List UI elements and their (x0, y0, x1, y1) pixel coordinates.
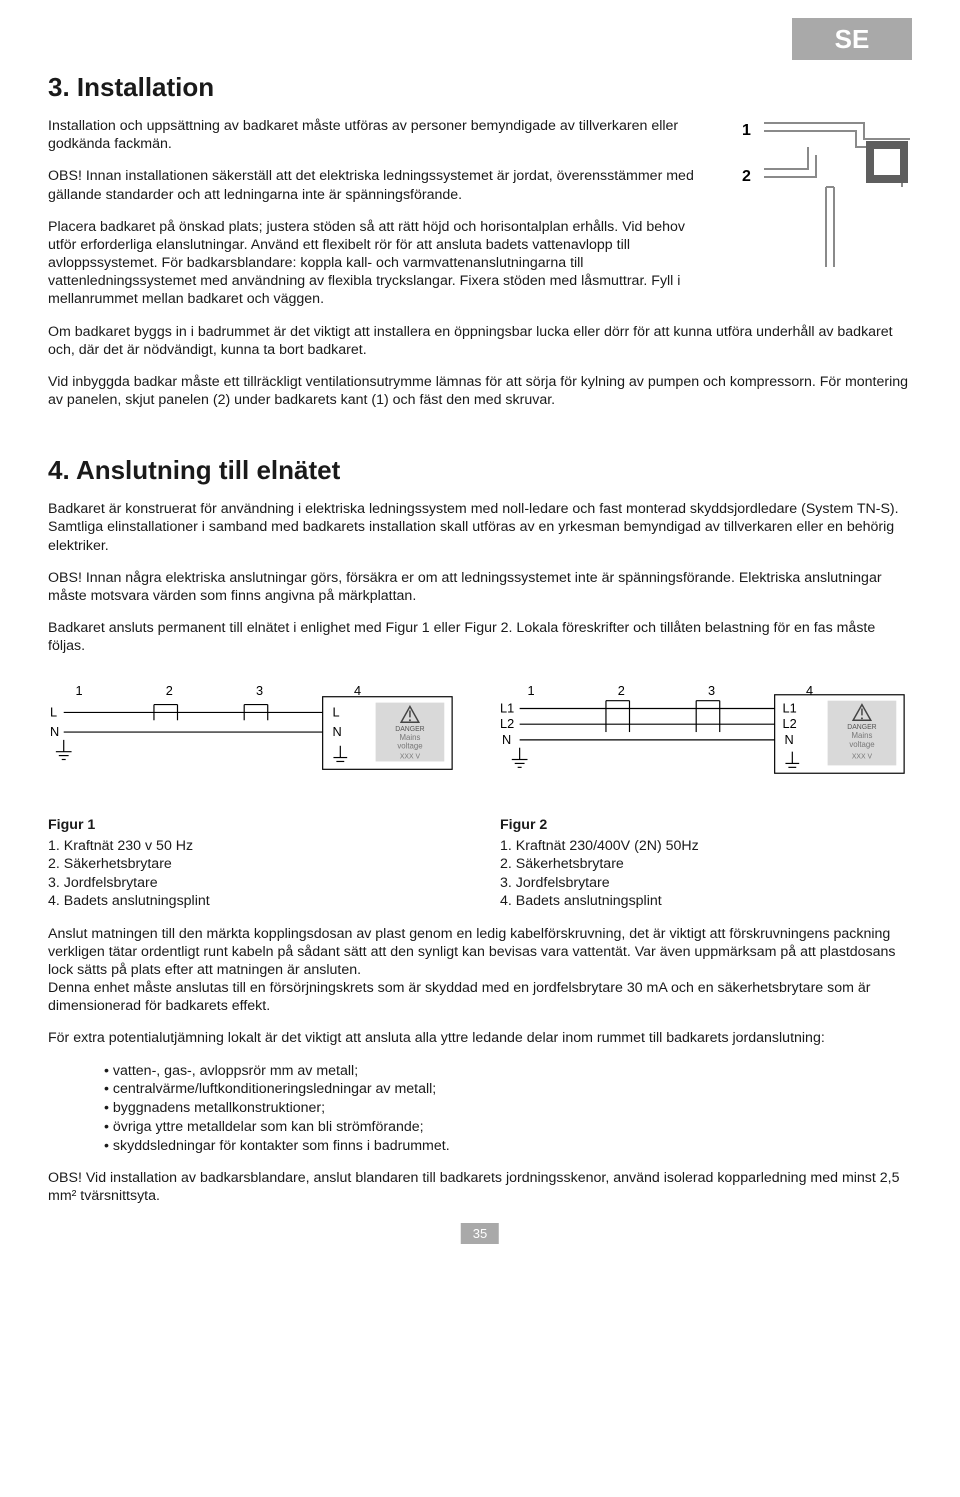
list-item: centralvärme/luftkonditioneringsledninga… (104, 1080, 912, 1099)
svg-text:L: L (50, 705, 57, 720)
svg-text:L2: L2 (500, 717, 514, 732)
figure-1-legend: Figur 1 1. Kraftnät 230 v 50 Hz 2. Säker… (48, 816, 460, 910)
section-4-p5: För extra potentialutjämning lokalt är d… (48, 1029, 912, 1047)
svg-text:voltage: voltage (849, 740, 874, 749)
section-4-p3: Badkaret ansluts permanent till elnätet … (48, 619, 912, 655)
svg-text:3: 3 (708, 683, 715, 698)
panel-mounting-diagram: 1 2 (734, 117, 912, 273)
figure-2-legend: Figur 2 1. Kraftnät 230/400V (2N) 50Hz 2… (500, 816, 912, 910)
svg-text:N: N (784, 732, 793, 747)
svg-text:3: 3 (256, 683, 263, 698)
list-item: skyddsledningar för kontakter som finns … (104, 1137, 912, 1156)
section-4-p1: Badkaret är konstruerat för användning i… (48, 500, 912, 555)
list-item: byggnadens metallkonstruktioner; (104, 1099, 912, 1118)
svg-text:L2: L2 (783, 717, 797, 732)
svg-text:XXX V: XXX V (400, 754, 421, 761)
section-3-p4: Om badkaret byggs in i badrummet är det … (48, 323, 912, 359)
section-3-title: 3. Installation (48, 72, 912, 103)
svg-text:2: 2 (618, 683, 625, 698)
wiring-figure-2: 1 2 3 4 L1 L2 N (500, 683, 912, 796)
svg-text:N: N (502, 732, 511, 747)
svg-text:N: N (332, 724, 341, 739)
svg-text:4: 4 (354, 683, 361, 698)
section-3-p3: Placera badkaret på önskad plats; juster… (48, 218, 716, 309)
section-4-title: 4. Anslutning till elnätet (48, 455, 912, 486)
section-4-p6: OBS! Vid installation av badkarsblandare… (48, 1169, 912, 1205)
list-item: vatten-, gas-, avloppsrör mm av metall; (104, 1062, 912, 1081)
diagram-label-1: 1 (742, 122, 751, 139)
svg-text:1: 1 (527, 683, 534, 698)
section-3-p5: Vid inbyggda badkar måste ett tillräckli… (48, 373, 912, 409)
grounding-bullet-list: vatten-, gas-, avloppsrör mm av metall; … (48, 1062, 912, 1156)
language-tab: SE (792, 18, 912, 60)
svg-text:Mains: Mains (400, 733, 421, 742)
section-3-p2: OBS! Innan installationen säkerställ att… (48, 167, 716, 203)
svg-text:N: N (50, 724, 59, 739)
diagram-label-2: 2 (742, 168, 751, 185)
wiring-figure-1: 1 2 3 4 L N (48, 683, 460, 796)
svg-text:voltage: voltage (397, 742, 422, 751)
svg-text:L1: L1 (500, 701, 514, 716)
svg-text:L1: L1 (783, 701, 797, 716)
page-number: 35 (461, 1223, 499, 1244)
section-4-p4: Anslut matningen till den märkta kopplin… (48, 925, 912, 1016)
svg-text:L: L (332, 705, 339, 720)
section-4-p2: OBS! Innan några elektriska anslutningar… (48, 569, 912, 605)
svg-text:XXX V: XXX V (852, 754, 873, 761)
section-3-p1: Installation och uppsättning av badkaret… (48, 117, 716, 153)
svg-text:1: 1 (75, 683, 82, 698)
svg-text:2: 2 (166, 683, 173, 698)
list-item: övriga yttre metalldelar som kan bli str… (104, 1118, 912, 1137)
svg-text:Mains: Mains (852, 731, 873, 740)
